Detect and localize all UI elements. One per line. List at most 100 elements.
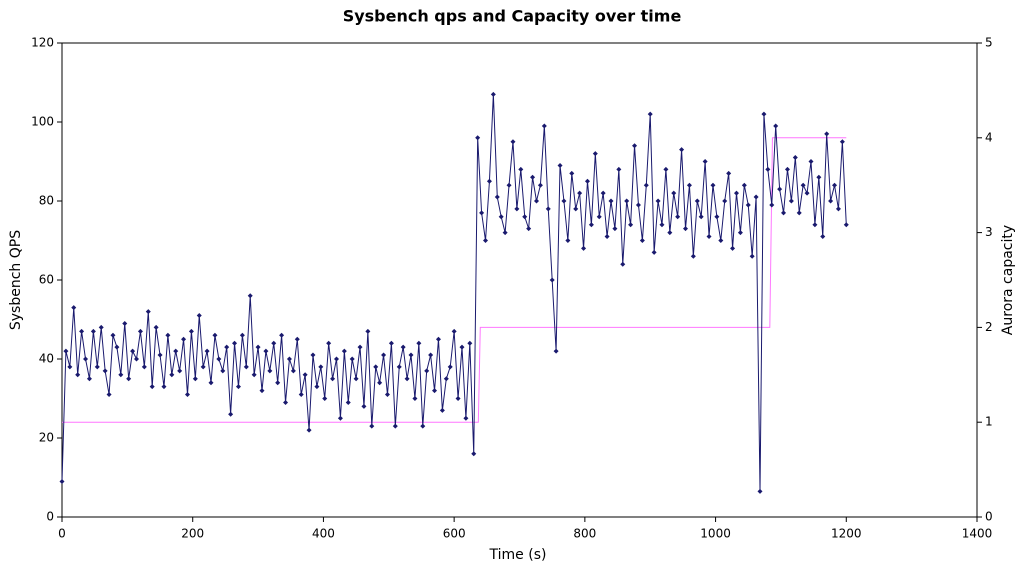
point-marker [812,222,818,228]
point-marker [741,182,747,188]
point-marker [526,226,532,232]
point-marker [706,234,712,240]
point-marker [710,182,716,188]
point-marker [620,261,626,267]
point-marker [118,372,124,378]
point-marker [510,139,516,145]
point-marker [110,332,116,338]
point-marker [412,396,418,401]
point-marker [86,376,92,382]
point-marker [498,214,504,220]
point-marker [416,340,422,346]
point-marker [134,356,140,362]
y2-tick-label: 0 [985,510,993,524]
point-marker [647,111,653,117]
point-marker [569,170,575,176]
point-marker [400,344,406,350]
point-marker [90,328,96,334]
point-marker [98,324,104,330]
point-marker [267,368,273,374]
point-marker [749,253,755,259]
point-marker [181,336,187,342]
point-marker [428,352,434,358]
point-marker [345,399,351,405]
point-marker [506,182,512,188]
point-marker [557,162,563,168]
point-marker [196,313,202,319]
x-tick-label: 600 [443,527,466,541]
point-marker [455,396,461,401]
point-marker [349,356,355,362]
point-marker [67,364,73,370]
point-marker [537,182,543,188]
point-marker [718,238,724,243]
point-marker [486,178,492,184]
point-marker [773,123,779,129]
point-marker [75,372,81,378]
point-marker [83,356,89,362]
point-marker [514,206,520,212]
point-marker [220,368,226,374]
x-tick-label: 400 [312,527,335,541]
point-marker [314,384,320,390]
point-marker [247,293,253,299]
point-marker [714,214,720,220]
point-marker [702,159,708,164]
point-marker [232,340,238,346]
x-tick-label: 0 [58,527,66,541]
point-marker [153,324,159,330]
x-tick-label: 1000 [700,527,731,541]
point-marker [357,344,363,350]
point-marker [114,344,120,350]
point-marker [381,352,387,358]
point-marker [561,198,567,204]
point-marker [816,174,822,180]
point-marker [228,411,234,417]
x-axis-label: Time (s) [489,547,547,563]
x-tick-label: 200 [181,527,204,541]
point-marker [208,380,214,386]
point-marker [443,376,449,382]
point-marker [341,348,347,354]
point-marker [655,198,661,204]
point-marker [745,202,751,208]
y-tick-label: 60 [39,273,54,287]
point-marker [243,364,249,370]
point-marker [463,415,469,421]
chart-title: Sysbench qps and Capacity over time [343,7,682,26]
point-marker [79,328,85,334]
point-marker [726,170,732,176]
point-marker [632,143,638,149]
point-marker [388,340,394,346]
point-marker [439,407,445,413]
point-marker [475,135,481,141]
y-tick-label: 20 [39,431,54,445]
point-marker [683,226,689,232]
point-marker [584,178,590,184]
point-marker [643,182,649,188]
point-marker [259,388,265,394]
point-marker [169,372,175,378]
point-marker [843,222,849,228]
point-marker [769,202,775,208]
point-marker [157,352,163,358]
point-marker [530,174,536,180]
x-tick-label: 1400 [962,527,993,541]
point-marker [518,166,524,172]
point-marker [283,399,289,405]
point-marker [616,166,622,172]
point-marker [59,478,65,484]
point-marker [184,392,190,398]
y-tick-label: 120 [31,36,54,50]
point-marker [479,210,485,216]
point-marker [102,368,108,374]
y2-tick-label: 5 [985,36,993,50]
point-marker [130,348,136,354]
point-marker [737,230,743,236]
point-marker [730,245,736,251]
y2-tick-label: 4 [985,130,993,144]
point-marker [733,190,739,196]
point-marker [216,356,222,362]
